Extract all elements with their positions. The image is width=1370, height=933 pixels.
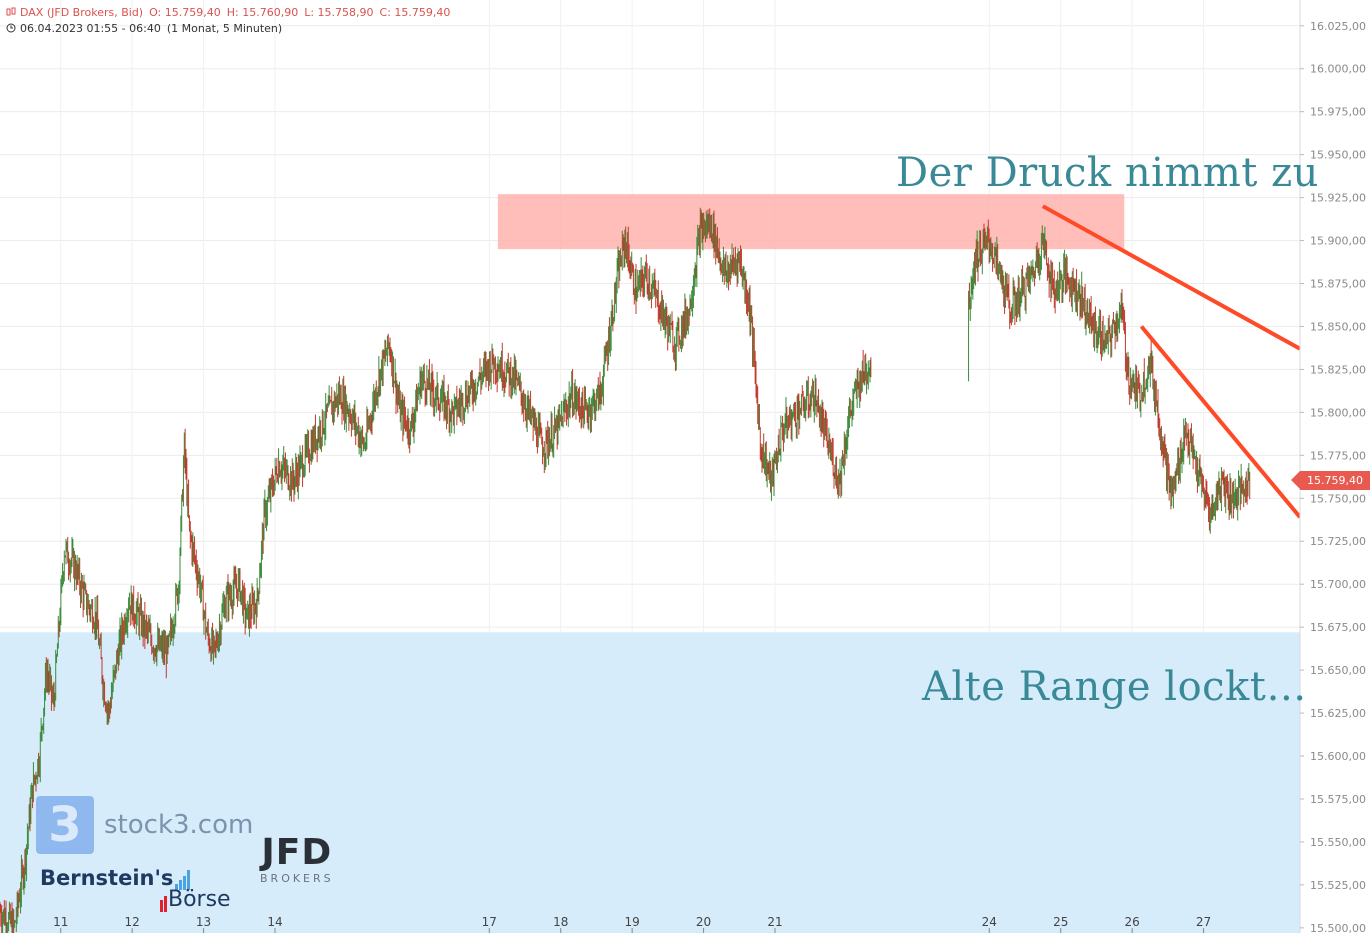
candle-icon <box>6 7 16 16</box>
x-tick-label: 12 <box>125 915 140 929</box>
x-tick-label: 20 <box>696 915 711 929</box>
x-tick-label: 25 <box>1053 915 1068 929</box>
x-tick-label: 17 <box>482 915 497 929</box>
y-tick-label: 15.575,00 <box>1310 793 1366 806</box>
y-tick-label: 15.850,00 <box>1310 320 1366 333</box>
y-tick-label: 15.875,00 <box>1310 278 1366 291</box>
last-price-tag: 15.759,40 <box>1291 471 1370 490</box>
x-tick-label: 13 <box>196 915 211 929</box>
resistance-zone <box>497 194 1125 250</box>
jfd-line1: JFD <box>261 832 333 873</box>
interval: (1 Monat, 5 Minuten) <box>166 22 283 35</box>
stock3-mark: 3 <box>36 796 94 854</box>
bernstein-line2: Börse <box>168 887 231 912</box>
y-tick-label: 15.950,00 <box>1310 149 1366 162</box>
trend-line <box>1139 325 1302 519</box>
x-tick-label: 21 <box>767 915 782 929</box>
y-tick-label: 15.725,00 <box>1310 535 1366 548</box>
y-tick-label: 15.525,00 <box>1310 879 1366 892</box>
x-tick-label: 27 <box>1196 915 1211 929</box>
ohlc-header: DAX (JFD Brokers, Bid) O: 15.759,40 H: 15.… <box>6 6 456 19</box>
instrument-name: DAX (JFD Brokers, Bid) <box>20 6 144 19</box>
close-value: C: 15.759,40 <box>379 6 451 19</box>
y-tick-label: 15.825,00 <box>1310 363 1366 376</box>
clock-icon <box>6 23 16 33</box>
y-tick-label: 15.650,00 <box>1310 664 1366 677</box>
annotation-bottom: Alte Range lockt… <box>922 664 1307 710</box>
x-tick-label: 19 <box>625 915 640 929</box>
y-tick-label: 15.800,00 <box>1310 406 1366 419</box>
y-tick-label: 15.600,00 <box>1310 750 1366 763</box>
x-tick-label: 14 <box>267 915 282 929</box>
x-tick-label: 18 <box>553 915 568 929</box>
y-tick-label: 15.625,00 <box>1310 707 1366 720</box>
support-zone <box>0 632 1300 933</box>
y-tick-label: 15.900,00 <box>1310 235 1366 248</box>
annotation-top: Der Druck nimmt zu <box>896 150 1319 196</box>
high-value: H: 15.760,90 <box>226 6 299 19</box>
time-header: 06.04.2023 01:55 - 06:40 (1 Monat, 5 Minu… <box>6 22 288 35</box>
y-tick-label: 15.700,00 <box>1310 578 1366 591</box>
bars-icon <box>175 866 191 890</box>
stock3-text: stock3.com <box>104 810 254 840</box>
trend-line <box>1041 204 1301 351</box>
y-tick-label: 15.550,00 <box>1310 836 1366 849</box>
bernstein-logo: Bernstein's Börse <box>40 866 231 912</box>
y-tick-label: 15.675,00 <box>1310 621 1366 634</box>
x-tick-label: 11 <box>53 915 68 929</box>
jfd-line2: BROKERS <box>260 872 334 885</box>
bernstein-line1: Bernstein's <box>40 866 174 890</box>
x-tick-label: 24 <box>982 915 997 929</box>
jfd-logo: JFD BROKERS <box>260 832 334 886</box>
y-tick-label: 15.775,00 <box>1310 449 1366 462</box>
y-tick-label: 15.925,00 <box>1310 192 1366 205</box>
y-tick-label: 15.750,00 <box>1310 492 1366 505</box>
y-tick-label: 16.025,00 <box>1310 20 1366 33</box>
y-tick-label: 15.975,00 <box>1310 106 1366 119</box>
y-axis-area <box>1300 0 1370 933</box>
y-tick-label: 16.000,00 <box>1310 63 1366 76</box>
open-value: O: 15.759,40 <box>149 6 221 19</box>
low-value: L: 15.758,90 <box>304 6 374 19</box>
time-range: 06.04.2023 01:55 - 06:40 <box>20 22 161 35</box>
y-tick-label: 15.500,00 <box>1310 922 1366 933</box>
x-tick-label: 26 <box>1125 915 1140 929</box>
candle-mark-icon <box>160 887 168 912</box>
stock3-logo: 3 stock3.com <box>36 796 253 854</box>
